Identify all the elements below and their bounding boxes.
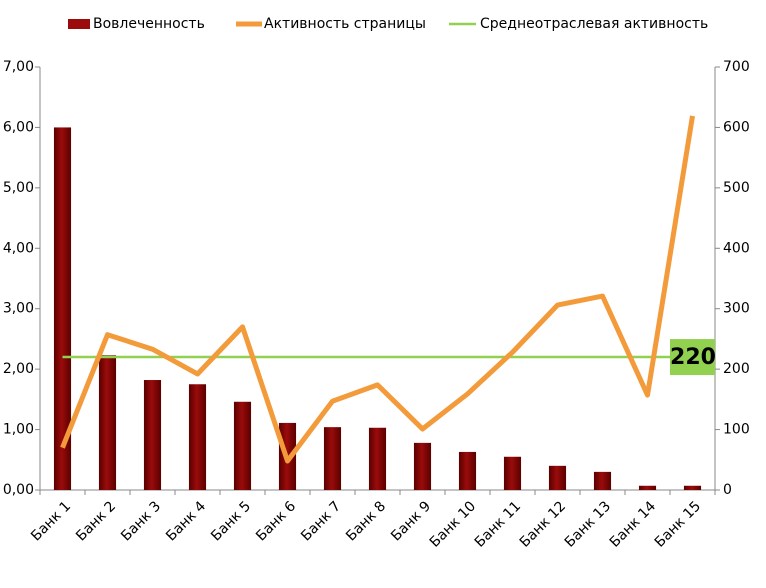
- bar: [233, 401, 252, 490]
- y-tick-label: 3,00: [3, 301, 34, 317]
- bar: [98, 355, 117, 490]
- x-tick-label: Банк 12: [517, 498, 569, 550]
- x-tick-label: Банк 13: [562, 498, 614, 550]
- y-tick-label: 1,00: [3, 422, 34, 438]
- bar: [323, 427, 342, 490]
- x-tick-label: Банк 6: [253, 498, 299, 544]
- y-tick-label: 2,00: [3, 361, 34, 377]
- bar: [413, 442, 432, 490]
- bar: [548, 465, 567, 490]
- y2-tick-label: 0: [723, 482, 732, 498]
- y2-tick-label: 400: [723, 240, 750, 256]
- y-tick-label: 7,00: [3, 59, 34, 75]
- y2-tick-label: 700: [723, 59, 750, 75]
- y-tick-label: 4,00: [3, 240, 34, 256]
- y2-tick-label: 500: [723, 180, 750, 196]
- bar: [368, 427, 387, 490]
- x-tick-label: Банк 14: [607, 498, 659, 550]
- x-tick-label: Банк 5: [208, 498, 254, 544]
- x-tick-label: Банк 4: [163, 498, 209, 544]
- y2-tick-label: 200: [723, 361, 750, 377]
- x-tick-label: Банк 8: [343, 498, 389, 544]
- y2-tick-label: 600: [723, 119, 750, 135]
- y-tick-label: 6,00: [3, 119, 34, 135]
- y2-tick-label: 300: [723, 301, 750, 317]
- bar: [143, 380, 162, 490]
- x-tick-label: Банк 7: [298, 498, 344, 544]
- legend-label: Вовлеченность: [93, 16, 205, 32]
- x-tick-label: Банк 11: [472, 498, 524, 550]
- y-tick-label: 5,00: [3, 180, 34, 196]
- line: [60, 115, 695, 464]
- reference-label: 220: [670, 345, 716, 370]
- legend-label: Среднеотраслевая активность: [480, 16, 708, 32]
- bar: [458, 451, 477, 490]
- x-tick-label: Банк 10: [427, 498, 479, 550]
- y-tick-label: 0,00: [3, 482, 34, 498]
- x-tick-label: Банк 15: [652, 498, 704, 550]
- reference-label-box: [670, 339, 715, 376]
- x-tick-label: Банк 2: [73, 498, 119, 544]
- x-tick-label: Банк 9: [388, 498, 434, 544]
- bar: [683, 485, 702, 490]
- legend-label: Активность страницы: [264, 16, 426, 32]
- legend-swatch: [68, 19, 90, 29]
- y2-tick-label: 100: [723, 422, 750, 438]
- bar: [188, 384, 207, 490]
- bar: [53, 127, 72, 490]
- bar: [593, 471, 612, 490]
- x-tick-label: Банк 3: [118, 498, 164, 544]
- x-tick-label: Банк 1: [28, 498, 74, 544]
- bar: [638, 485, 657, 490]
- bar: [503, 456, 522, 490]
